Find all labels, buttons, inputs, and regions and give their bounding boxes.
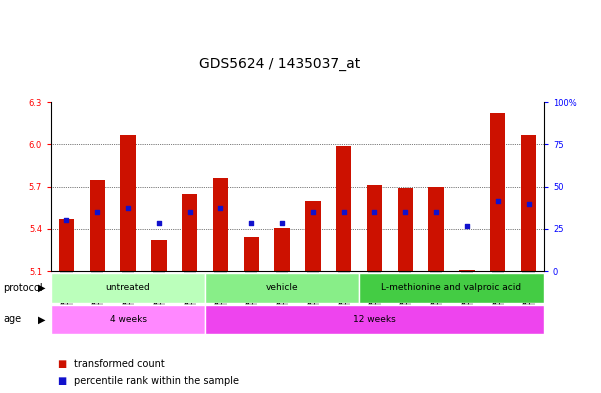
Point: [308, 209, 318, 215]
Bar: [336, 146, 352, 271]
Bar: [51, 305, 205, 334]
Bar: [151, 240, 166, 271]
Text: 12 weeks: 12 weeks: [353, 315, 396, 324]
Bar: [59, 219, 74, 271]
Bar: [490, 114, 505, 271]
Text: vehicle: vehicle: [266, 283, 299, 292]
Point: [62, 217, 72, 224]
Text: ■: ■: [57, 358, 66, 369]
Text: protocol: protocol: [3, 283, 43, 293]
Point: [339, 209, 349, 215]
Bar: [398, 188, 413, 271]
Bar: [275, 228, 290, 271]
Text: ▶: ▶: [38, 283, 45, 293]
Point: [185, 209, 195, 215]
Point: [277, 220, 287, 226]
Bar: [213, 178, 228, 271]
Point: [400, 209, 410, 215]
Bar: [359, 273, 544, 303]
Text: age: age: [3, 314, 21, 324]
Bar: [243, 237, 259, 271]
Text: GDS5624 / 1435037_at: GDS5624 / 1435037_at: [199, 57, 360, 71]
Bar: [367, 185, 382, 271]
Bar: [182, 194, 197, 271]
Point: [216, 205, 225, 211]
Point: [493, 198, 502, 204]
Text: percentile rank within the sample: percentile rank within the sample: [74, 376, 239, 386]
Point: [523, 200, 533, 207]
Bar: [429, 187, 444, 271]
Point: [123, 205, 133, 211]
Text: ■: ■: [57, 376, 66, 386]
Text: untreated: untreated: [106, 283, 150, 292]
Bar: [90, 180, 105, 271]
Bar: [120, 134, 136, 271]
Text: ▶: ▶: [38, 314, 45, 324]
Bar: [51, 273, 205, 303]
Bar: [521, 134, 536, 271]
Point: [432, 209, 441, 215]
Point: [246, 220, 256, 226]
Text: 4 weeks: 4 weeks: [109, 315, 147, 324]
Point: [93, 209, 102, 215]
Bar: [205, 273, 359, 303]
Bar: [459, 270, 475, 271]
Text: transformed count: transformed count: [74, 358, 165, 369]
Text: L-methionine and valproic acid: L-methionine and valproic acid: [382, 283, 522, 292]
Bar: [305, 201, 320, 271]
Bar: [205, 305, 544, 334]
Point: [462, 223, 472, 229]
Point: [370, 209, 379, 215]
Point: [154, 220, 163, 226]
